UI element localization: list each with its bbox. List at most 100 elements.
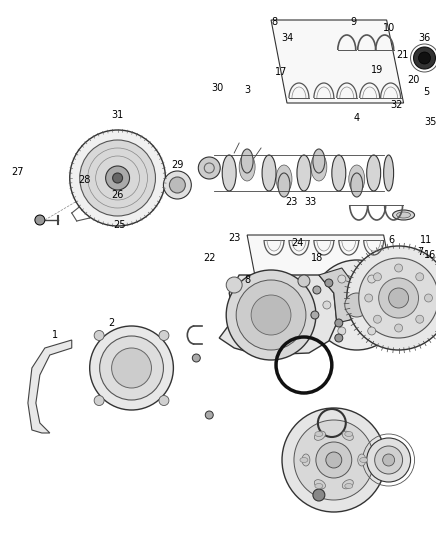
- Ellipse shape: [313, 149, 325, 173]
- Text: 23: 23: [228, 233, 240, 243]
- Circle shape: [367, 438, 410, 482]
- Circle shape: [226, 277, 242, 293]
- Text: 9: 9: [351, 17, 357, 27]
- Circle shape: [70, 130, 166, 226]
- Circle shape: [323, 301, 331, 309]
- Ellipse shape: [314, 431, 325, 440]
- Circle shape: [419, 52, 431, 64]
- Polygon shape: [28, 340, 72, 433]
- Ellipse shape: [302, 454, 310, 466]
- Text: 10: 10: [382, 23, 395, 33]
- Text: 20: 20: [407, 75, 420, 85]
- Polygon shape: [219, 275, 337, 355]
- Circle shape: [159, 330, 169, 341]
- Text: 3: 3: [244, 85, 250, 95]
- Circle shape: [374, 273, 381, 281]
- Circle shape: [198, 157, 220, 179]
- Ellipse shape: [345, 483, 353, 488]
- Text: 19: 19: [371, 65, 383, 75]
- Ellipse shape: [349, 165, 365, 193]
- Circle shape: [416, 273, 424, 281]
- Circle shape: [312, 260, 402, 350]
- Circle shape: [311, 311, 319, 319]
- Text: 27: 27: [12, 167, 24, 177]
- Text: 5: 5: [424, 87, 430, 97]
- Circle shape: [338, 327, 346, 335]
- Text: 23: 23: [285, 197, 297, 207]
- Ellipse shape: [276, 165, 292, 193]
- Text: 31: 31: [111, 110, 124, 120]
- Circle shape: [94, 395, 104, 406]
- Ellipse shape: [311, 153, 327, 181]
- Text: 16: 16: [424, 250, 437, 260]
- Text: 34: 34: [281, 33, 293, 43]
- Circle shape: [205, 411, 213, 419]
- Circle shape: [374, 446, 403, 474]
- Circle shape: [94, 330, 104, 341]
- Ellipse shape: [222, 155, 236, 191]
- Text: 24: 24: [291, 238, 303, 248]
- Circle shape: [359, 258, 438, 338]
- Text: 22: 22: [203, 253, 215, 263]
- Circle shape: [395, 324, 403, 332]
- Circle shape: [368, 275, 376, 283]
- Text: 17: 17: [275, 67, 287, 77]
- Circle shape: [313, 286, 321, 294]
- Circle shape: [383, 454, 395, 466]
- Circle shape: [338, 275, 346, 283]
- Circle shape: [424, 294, 432, 302]
- Ellipse shape: [239, 153, 255, 181]
- Circle shape: [395, 264, 403, 272]
- Circle shape: [389, 288, 409, 308]
- Text: 1: 1: [52, 330, 58, 340]
- Text: 36: 36: [418, 33, 431, 43]
- Ellipse shape: [345, 432, 353, 437]
- Circle shape: [383, 301, 391, 309]
- Circle shape: [106, 166, 130, 190]
- Text: 30: 30: [211, 83, 223, 93]
- Ellipse shape: [342, 480, 353, 489]
- Circle shape: [113, 173, 123, 183]
- Ellipse shape: [315, 432, 323, 437]
- Ellipse shape: [358, 454, 366, 466]
- Ellipse shape: [297, 155, 311, 191]
- Circle shape: [159, 395, 169, 406]
- Ellipse shape: [314, 480, 325, 489]
- Ellipse shape: [360, 457, 368, 463]
- Circle shape: [413, 47, 435, 69]
- Circle shape: [313, 489, 325, 501]
- Polygon shape: [319, 268, 359, 323]
- Ellipse shape: [367, 155, 381, 191]
- Ellipse shape: [315, 483, 323, 488]
- Ellipse shape: [396, 212, 410, 218]
- Circle shape: [374, 315, 381, 323]
- Polygon shape: [271, 20, 403, 103]
- Polygon shape: [247, 235, 399, 313]
- Circle shape: [416, 315, 424, 323]
- Ellipse shape: [392, 210, 414, 220]
- Circle shape: [365, 294, 373, 302]
- Circle shape: [90, 326, 173, 410]
- Ellipse shape: [332, 155, 346, 191]
- Circle shape: [163, 171, 191, 199]
- Ellipse shape: [278, 173, 290, 197]
- Text: 7: 7: [417, 247, 424, 257]
- Text: 18: 18: [311, 253, 323, 263]
- Text: 29: 29: [171, 160, 184, 170]
- Circle shape: [325, 279, 333, 287]
- Ellipse shape: [300, 457, 308, 463]
- Text: 2: 2: [109, 318, 115, 328]
- Circle shape: [236, 280, 306, 350]
- Circle shape: [170, 177, 185, 193]
- Text: 8: 8: [271, 17, 277, 27]
- Circle shape: [335, 334, 343, 342]
- Circle shape: [326, 452, 342, 468]
- Text: 4: 4: [353, 113, 360, 123]
- Ellipse shape: [342, 431, 353, 440]
- Circle shape: [335, 319, 343, 327]
- Text: 35: 35: [424, 117, 437, 127]
- Circle shape: [316, 442, 352, 478]
- Text: 28: 28: [78, 175, 91, 185]
- Text: 33: 33: [305, 197, 317, 207]
- Circle shape: [192, 354, 200, 362]
